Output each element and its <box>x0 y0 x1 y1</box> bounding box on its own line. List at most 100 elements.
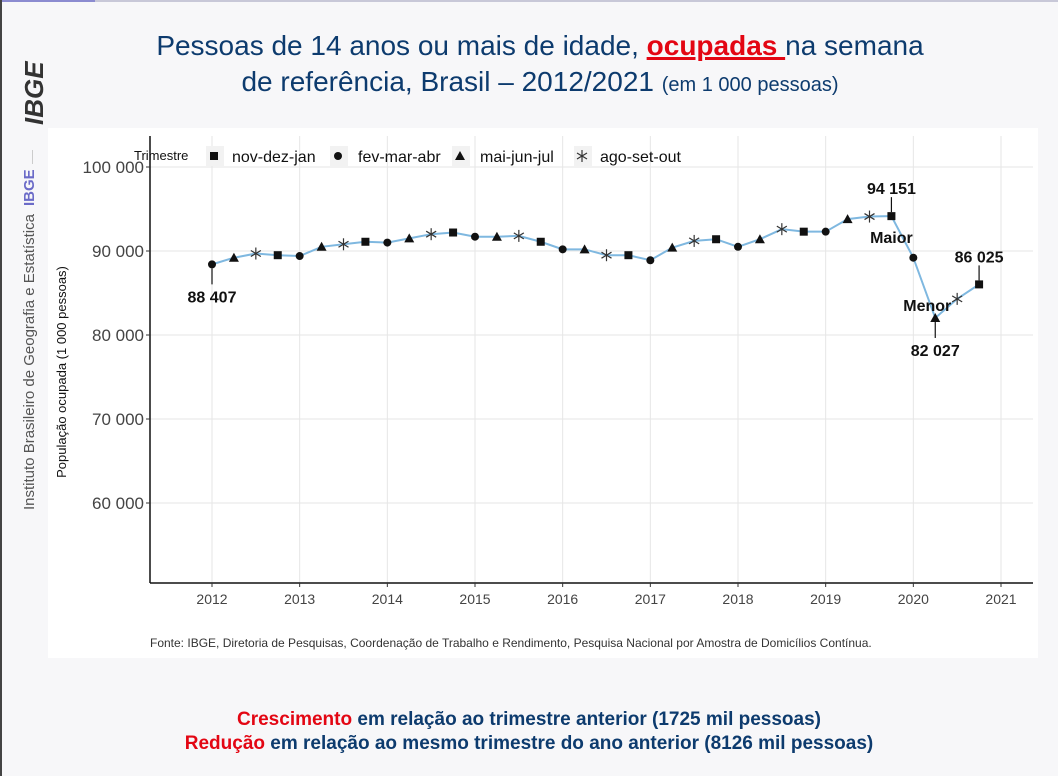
footer-reduction-label: Redução <box>184 733 265 754</box>
data-point-circle <box>909 253 918 262</box>
title-line-2: de referência, Brasil – 2012/2021 (em 1 … <box>60 64 1020 103</box>
footer-line-2: Redução em relação ao mesmo trimestre do… <box>0 732 1058 756</box>
data-point-triangle <box>930 312 941 322</box>
legend-label: ago-set-out <box>600 149 681 166</box>
sidebar-abbr: IBGE <box>21 169 38 207</box>
y-tick-label: 60 000 <box>92 494 144 513</box>
data-point-triangle <box>491 231 502 241</box>
annotation-label: 82 027 <box>911 343 960 360</box>
y-axis-label: População ocupada (1 000 pessoas) <box>54 266 69 478</box>
footer-growth-label: Crescimento <box>237 709 353 730</box>
legend-marker-circle <box>334 152 342 160</box>
top-border <box>0 0 1058 2</box>
y-tick-label: 80 000 <box>92 326 144 345</box>
chart-panel: 60 000 70 000 80 000 90 000 100 000 2012 2013… <box>48 128 1038 658</box>
data-point-triangle <box>667 242 678 252</box>
x-tick-label: 2019 <box>810 591 841 607</box>
data-point-triangle <box>754 234 765 244</box>
data-point-asterisk <box>338 238 349 251</box>
x-tick-label: 2016 <box>547 591 578 607</box>
legend-marker-triangle <box>455 151 465 160</box>
title-text-end: na semana <box>785 30 924 61</box>
data-point-circle <box>646 256 655 265</box>
y-tick-label: 70 000 <box>92 410 144 429</box>
data-point-triangle <box>228 252 239 262</box>
data-point-square <box>712 235 721 244</box>
data-point-circle <box>558 245 567 254</box>
data-point-triangle <box>842 214 853 224</box>
sidebar-institute: Instituto Brasileiro de Geografia e Esta… <box>21 169 38 510</box>
sidebar-institute-name: Instituto Brasileiro de Geografia e Esta… <box>21 214 38 510</box>
y-ticks: 60 000 70 000 80 000 90 000 100 000 <box>83 158 150 513</box>
data-point-circle <box>383 238 392 247</box>
data-point-square <box>449 228 458 237</box>
ibge-logo-icon: IBGE <box>19 61 48 125</box>
page-title: Pessoas de 14 anos ou mais de idade, ocu… <box>60 28 1020 103</box>
data-point-asterisk <box>425 228 437 241</box>
data-point-asterisk <box>776 223 788 236</box>
y-tick-label: 90 000 <box>92 242 144 261</box>
x-tick-label: 2013 <box>284 591 315 607</box>
annotations: 88 407 94 151 Maior 82 027 Menor 86 025 <box>188 181 1004 360</box>
sidebar-separator <box>32 150 33 164</box>
legend-label: nov-dez-jan <box>232 149 316 166</box>
legend-marker-asterisk <box>576 150 588 162</box>
ibge-logo-text: IBGE <box>19 61 48 125</box>
data-point-asterisk <box>688 234 700 247</box>
x-ticks: 2012 2013 2014 2015 2016 2017 2018 2019 2020 2021 <box>196 583 1017 607</box>
title-text: Pessoas de 14 anos ou mais de idade, <box>156 30 647 61</box>
footer-growth-text: em relação ao trimestre anterior (1725 m… <box>352 709 821 730</box>
axes <box>149 136 1033 584</box>
legend: Trimestre nov-dez-jan fev-mar-abr mai-jun-j… <box>134 146 681 166</box>
x-tick-label: 2015 <box>459 591 490 607</box>
data-point-circle <box>821 227 830 236</box>
data-point-asterisk <box>951 292 963 305</box>
series-line <box>211 215 980 320</box>
data-point-triangle <box>316 241 327 251</box>
y-tick-label: 100 000 <box>83 158 144 177</box>
annotation-label: Menor <box>903 298 951 315</box>
x-tick-label: 2018 <box>722 591 753 607</box>
title-unit: (em 1 000 pessoas) <box>661 74 839 96</box>
x-tick-label: 2014 <box>372 591 403 607</box>
data-point-square <box>887 212 896 221</box>
grid <box>150 136 1033 583</box>
legend-title: Trimestre <box>134 148 188 163</box>
data-point-asterisk <box>513 229 525 242</box>
data-point-triangle <box>404 233 415 243</box>
data-point-square <box>975 280 984 289</box>
source-note: Fonte: IBGE, Diretoria de Pesquisas, Coo… <box>150 636 872 650</box>
title-highlight: ocupadas <box>646 30 786 61</box>
x-tick-label: 2012 <box>196 591 227 607</box>
footer-notes: Crescimento em relação ao trimestre ante… <box>0 708 1058 756</box>
data-point-circle <box>208 260 216 269</box>
data-point-asterisk <box>864 210 875 223</box>
title-text-2: de referência, Brasil – 2012/2021 <box>241 66 662 97</box>
x-tick-label: 2021 <box>985 591 1016 607</box>
annotation-label: 88 407 <box>188 289 237 306</box>
data-point-square <box>624 251 633 260</box>
data-point-square <box>273 251 282 260</box>
footer-line-1: Crescimento em relação ao trimestre ante… <box>0 708 1058 732</box>
annotation-label: 86 025 <box>955 249 1004 266</box>
footer-reduction-text: em relação ao mesmo trimestre do ano ant… <box>265 733 874 754</box>
data-point-square <box>536 237 545 246</box>
data-point-circle <box>734 242 742 251</box>
annotation-label: 94 151 <box>867 181 916 198</box>
line-chart: 60 000 70 000 80 000 90 000 100 000 2012 2013… <box>54 136 1033 650</box>
left-border <box>0 0 2 776</box>
x-tick-label: 2020 <box>898 591 929 607</box>
legend-marker-square <box>210 152 218 160</box>
title-line-1: Pessoas de 14 anos ou mais de idade, ocu… <box>60 28 1020 64</box>
annotation-label: Maior <box>870 230 913 247</box>
series <box>208 210 984 322</box>
data-point-circle <box>471 232 479 241</box>
data-point-triangle <box>579 244 590 254</box>
data-point-square <box>799 227 808 236</box>
data-point-asterisk <box>250 247 262 260</box>
data-point-asterisk <box>601 249 612 262</box>
legend-label: fev-mar-abr <box>358 149 441 166</box>
data-point-circle <box>295 252 304 261</box>
top-border-accent <box>0 0 95 2</box>
legend-label: mai-jun-jul <box>480 149 554 166</box>
